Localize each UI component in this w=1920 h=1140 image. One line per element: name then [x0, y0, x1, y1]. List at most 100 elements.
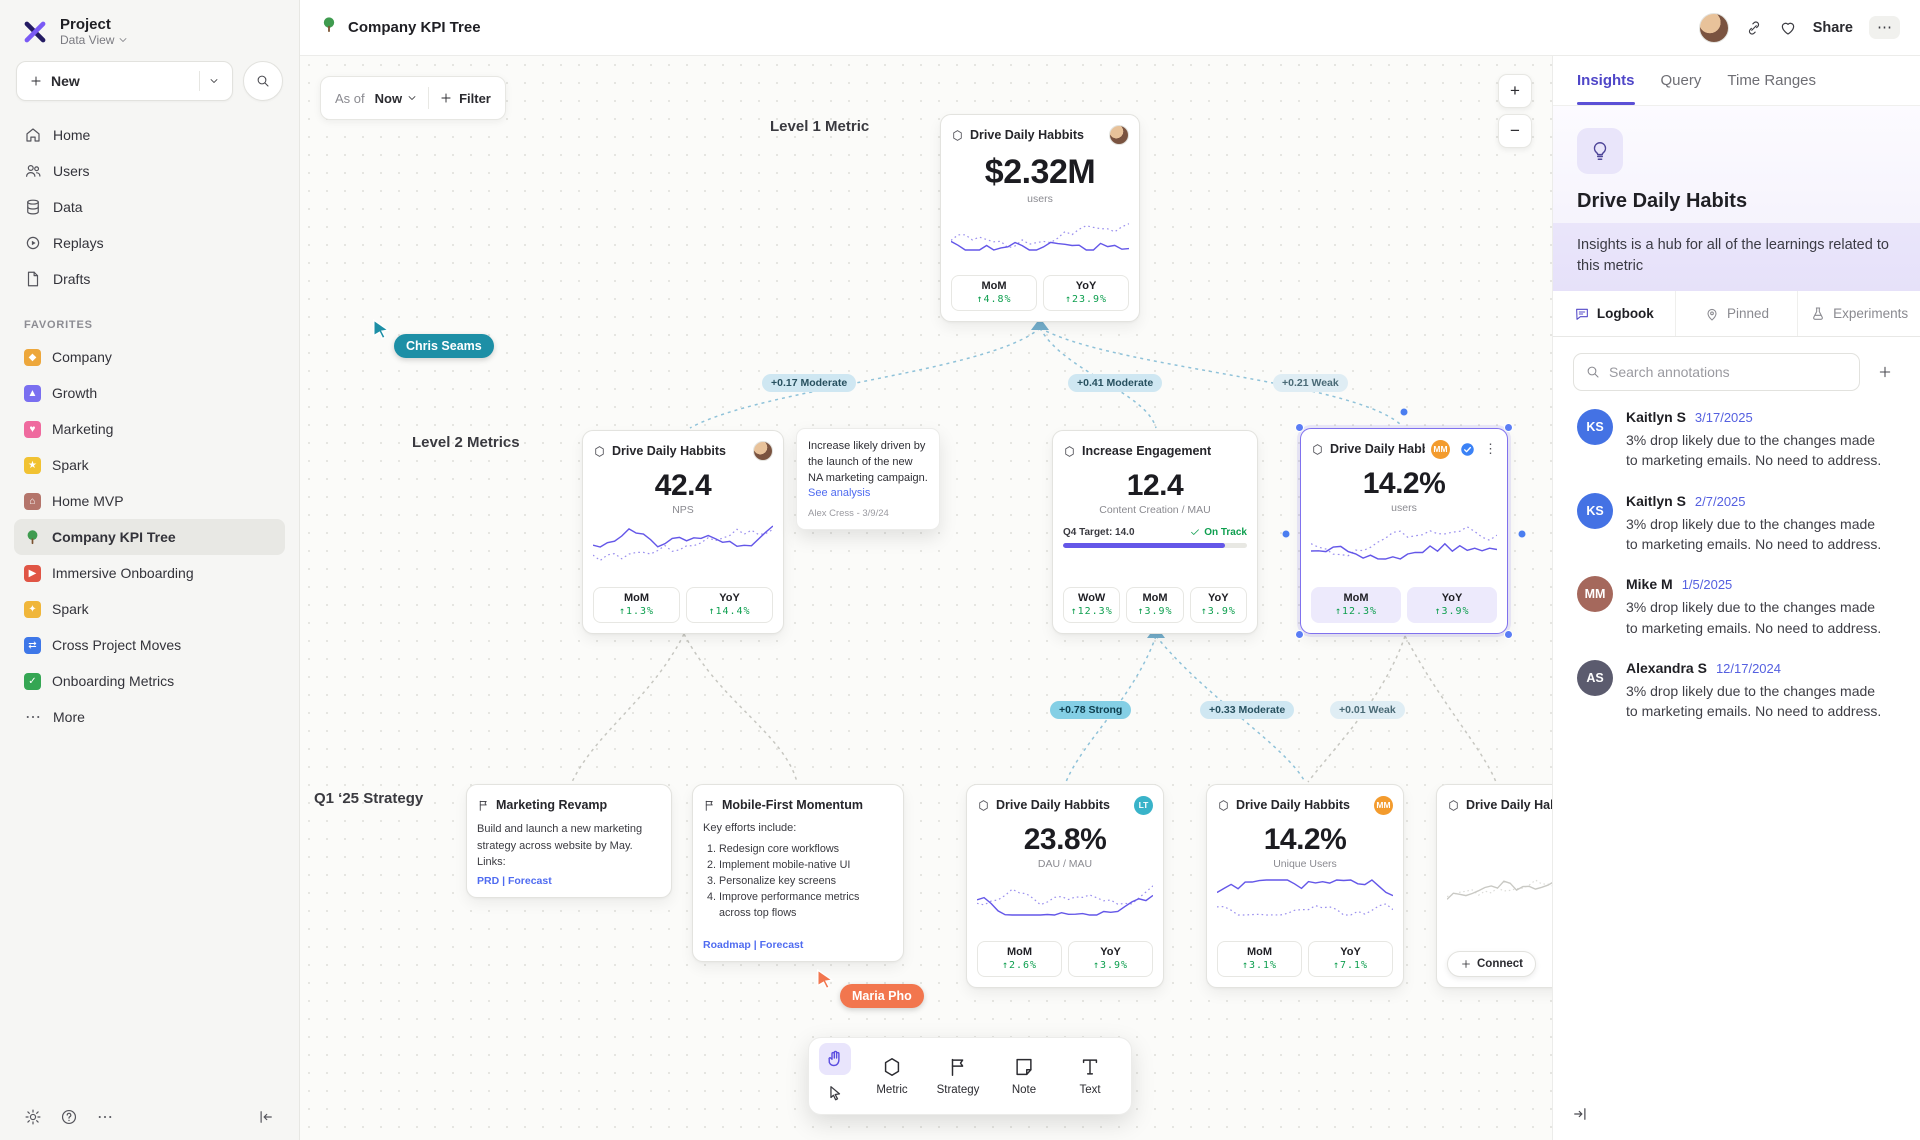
asof-toolbar: As of Now Filter	[320, 76, 506, 120]
metric-value: 14.2%	[1263, 823, 1347, 856]
panel-collapse-button[interactable]	[1571, 1105, 1589, 1126]
sidebar-item-immersive-onboarding[interactable]: ▶ Immersive Onboarding	[14, 555, 285, 591]
annotation-date-link[interactable]: 3/17/2025	[1694, 410, 1753, 426]
annotation-date-link[interactable]: 12/17/2024	[1715, 660, 1782, 676]
sidebar-item-spark[interactable]: ★ Spark	[14, 447, 285, 483]
annotation-date-link[interactable]: 1/5/2025	[1681, 577, 1733, 593]
insights-subtabs: Logbook Pinned Experiments	[1553, 291, 1920, 338]
subtab-logbook[interactable]: Logbook	[1553, 291, 1675, 336]
tab-time-ranges[interactable]: Time Ranges	[1727, 72, 1817, 89]
note-tool-button[interactable]: Note	[993, 1045, 1055, 1107]
card-menu-button[interactable]: ⋮	[1484, 441, 1497, 456]
annotation-text: 3% drop likely due to the changes made t…	[1626, 432, 1882, 469]
annotation-item[interactable]: MM Mike M 1/5/2025 3% drop likely due to…	[1577, 576, 1896, 638]
settings-button[interactable]	[24, 1108, 42, 1126]
main-area: Company KPI Tree Share ⋯	[300, 0, 1920, 1140]
strategy-tool-button[interactable]: Strategy	[927, 1045, 989, 1107]
strategy-item-list: Redesign core workflows Implement mobile…	[719, 841, 893, 922]
text-icon	[1082, 1059, 1098, 1075]
metric-card-selected[interactable]: Drive Daily Habb.. MM ⋮ 14.2% users MoM …	[1295, 423, 1513, 639]
connect-button[interactable]: Connect	[1447, 951, 1536, 977]
new-button[interactable]: New	[16, 61, 233, 101]
owner-badge: MM	[1374, 795, 1393, 815]
metric-card-partial[interactable]: Drive Daily Hab... Connect	[1436, 784, 1552, 988]
hand-tool-button[interactable]	[819, 1043, 851, 1075]
tab-insights[interactable]: Insights	[1577, 56, 1635, 105]
strategy-card-mobile-first[interactable]: Mobile-First Momentum Key efforts includ…	[692, 784, 904, 962]
metric-unit: DAU / MAU	[1037, 858, 1093, 870]
see-analysis-link[interactable]: See analysis	[808, 486, 871, 499]
strategy-links[interactable]: PRD | Forecast	[477, 875, 552, 887]
strategy-card-marketing-revamp[interactable]: Marketing Revamp Build and launch a new …	[466, 784, 672, 898]
text-tool-button[interactable]: Text	[1059, 1045, 1121, 1107]
sidebar-item-growth[interactable]: ▲ Growth	[14, 375, 285, 411]
new-dropdown-chevron-icon[interactable]	[208, 75, 220, 87]
divider	[199, 71, 200, 91]
metric-card-root[interactable]: Drive Daily Habbits $2.32M users MoM ↑4.…	[940, 114, 1140, 322]
canvas-note-card[interactable]: Increase likely driven by the launch of …	[796, 428, 940, 530]
kpi-tree-canvas[interactable]: As of Now Filter + − Level 1	[300, 56, 1552, 1140]
zoom-controls: + −	[1498, 74, 1532, 148]
sidebar-item-company[interactable]: ◆ Company	[14, 339, 285, 375]
annotation-avatar: MM	[1577, 576, 1613, 613]
asof-label: As of	[335, 90, 365, 106]
annotation-item[interactable]: KS Kaitlyn S 3/17/2025 3% drop likely du…	[1577, 409, 1896, 471]
board-more-button[interactable]: ⋯	[1869, 16, 1900, 39]
yoy-chip: YoY ↑3.9%	[1189, 587, 1247, 623]
zoom-in-button[interactable]: +	[1498, 74, 1532, 108]
help-button[interactable]	[60, 1108, 78, 1126]
insights-header: Drive Daily Habits Insights is a hub for…	[1553, 106, 1920, 292]
zoom-out-button[interactable]: −	[1498, 114, 1532, 148]
sidebar-collapse-button[interactable]	[257, 1108, 275, 1126]
edge-weight-pill: +0.01 Weak	[1330, 701, 1405, 719]
asof-select[interactable]: Now	[375, 91, 418, 106]
immersive-onboarding-icon: ▶	[24, 564, 41, 582]
sidebar-item-drafts[interactable]: Drafts	[14, 261, 285, 297]
strategy-links[interactable]: Roadmap | Forecast	[703, 939, 804, 951]
metric-card-engagement[interactable]: Increase Engagement 12.4 Content Creatio…	[1052, 430, 1258, 634]
filter-button[interactable]: Filter	[439, 91, 491, 106]
sidebar-item-cross-project-moves[interactable]: ⇄ Cross Project Moves	[14, 627, 285, 663]
edge-weight-pill: +0.17 Moderate	[762, 374, 857, 392]
sidebar-item-more[interactable]: More	[14, 699, 285, 735]
sidebar-item-data[interactable]: Data	[14, 189, 285, 225]
annotations-search-input[interactable]	[1609, 364, 1848, 381]
sidebar-item-company-kpi-tree[interactable]: Company KPI Tree	[14, 519, 285, 555]
annotation-author: Kaitlyn S	[1626, 409, 1686, 426]
add-annotation-button[interactable]	[1870, 357, 1900, 387]
sidebar-item-marketing[interactable]: ♥ Marketing	[14, 411, 285, 447]
copy-link-button[interactable]	[1745, 19, 1763, 37]
sidebar-item-home[interactable]: Home	[14, 117, 285, 153]
sidebar-item-home-mvp[interactable]: ⌂ Home MVP	[14, 483, 285, 519]
metric-hexagon-icon	[953, 129, 962, 141]
metric-tool-button[interactable]: Metric	[861, 1045, 923, 1107]
collaborator-cursor-chris	[373, 318, 390, 340]
subtab-pinned[interactable]: Pinned	[1674, 291, 1798, 337]
sidebar-more-button[interactable]	[96, 1108, 114, 1126]
annotation-item[interactable]: AS Alexandra S 12/17/2024 3% drop likely…	[1577, 659, 1896, 722]
annotation-date-link[interactable]: 2/7/2025	[1694, 493, 1746, 509]
sidebar-search-button[interactable]	[243, 61, 283, 101]
data-view-switcher[interactable]: Data View	[60, 33, 129, 47]
sidebar-item-replays[interactable]: Replays	[14, 225, 285, 261]
level2-label: Level 2 Metrics	[412, 434, 520, 451]
annotations-search[interactable]	[1573, 353, 1860, 392]
user-avatar[interactable]	[1698, 12, 1729, 43]
sidebar-item-onboarding-metrics[interactable]: ✓ Onboarding Metrics	[14, 663, 285, 699]
tab-query[interactable]: Query	[1660, 72, 1702, 89]
metric-card-dau-mau[interactable]: Drive Daily Habbits LT 23.8% DAU / MAU M…	[966, 784, 1164, 988]
yoy-chip: YoY ↑7.1%	[1308, 941, 1393, 977]
metric-card-nps[interactable]: Drive Daily Habbits 42.4 NPS MoM ↑1.3% Y…	[582, 430, 784, 634]
collaborator-label-maria: Maria Pho	[840, 984, 924, 1008]
sidebar-item-users[interactable]: Users	[14, 153, 285, 189]
replays-icon	[26, 236, 40, 250]
annotation-item[interactable]: KS Kaitlyn S 2/7/2025 3% drop likely due…	[1577, 492, 1896, 555]
metric-card-unique-users[interactable]: Drive Daily Habbits MM 14.2% Unique User…	[1206, 784, 1404, 988]
sidebar-item-spark-2[interactable]: ✦ Spark	[14, 591, 285, 627]
favorite-button[interactable]	[1779, 19, 1797, 37]
select-tool-button[interactable]	[819, 1077, 851, 1109]
share-button[interactable]: Share	[1812, 19, 1853, 36]
owner-badge: LT	[1134, 795, 1153, 815]
subtab-experiments[interactable]: Experiments	[1797, 291, 1920, 337]
app-logo-icon[interactable]	[20, 17, 50, 47]
